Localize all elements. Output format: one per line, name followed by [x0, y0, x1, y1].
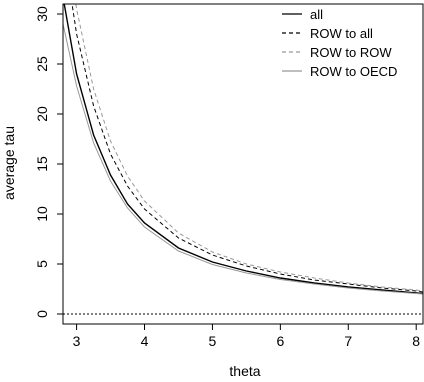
- y-axis-label: average tau: [1, 126, 17, 200]
- x-tick-label: 8: [412, 333, 420, 349]
- x-axis-label: theta: [229, 363, 260, 379]
- y-tick-label: 5: [34, 260, 50, 268]
- x-tick-label: 6: [276, 333, 284, 349]
- legend-label-2: ROW to all: [310, 26, 373, 41]
- legend-label-1: all: [310, 7, 323, 22]
- series-line-2: [71, 4, 423, 293]
- y-tick-label: 25: [34, 56, 50, 72]
- series-line-3: [75, 4, 423, 292]
- y-tick-label: 20: [34, 106, 50, 122]
- y-tick-label: 10: [34, 206, 50, 222]
- x-tick-label: 5: [209, 333, 217, 349]
- legend: all ROW to all ROW to ROW ROW to OECD: [282, 7, 397, 79]
- plot-area: [63, 4, 423, 315]
- axes: 3 4 5 6 7 8 0 5 10 15 20 25 30: [34, 3, 424, 349]
- legend-label-4: ROW to OECD: [310, 64, 397, 79]
- y-tick-label: 15: [34, 156, 50, 172]
- x-tick-label: 4: [141, 333, 149, 349]
- series-line-1: [63, 4, 423, 295]
- series-line-4: [63, 23, 423, 295]
- y-tick-label: 30: [34, 6, 50, 22]
- x-tick-label: 7: [344, 333, 352, 349]
- legend-label-3: ROW to ROW: [310, 45, 392, 60]
- x-tick-label: 3: [73, 333, 81, 349]
- y-tick-label: 0: [34, 310, 50, 318]
